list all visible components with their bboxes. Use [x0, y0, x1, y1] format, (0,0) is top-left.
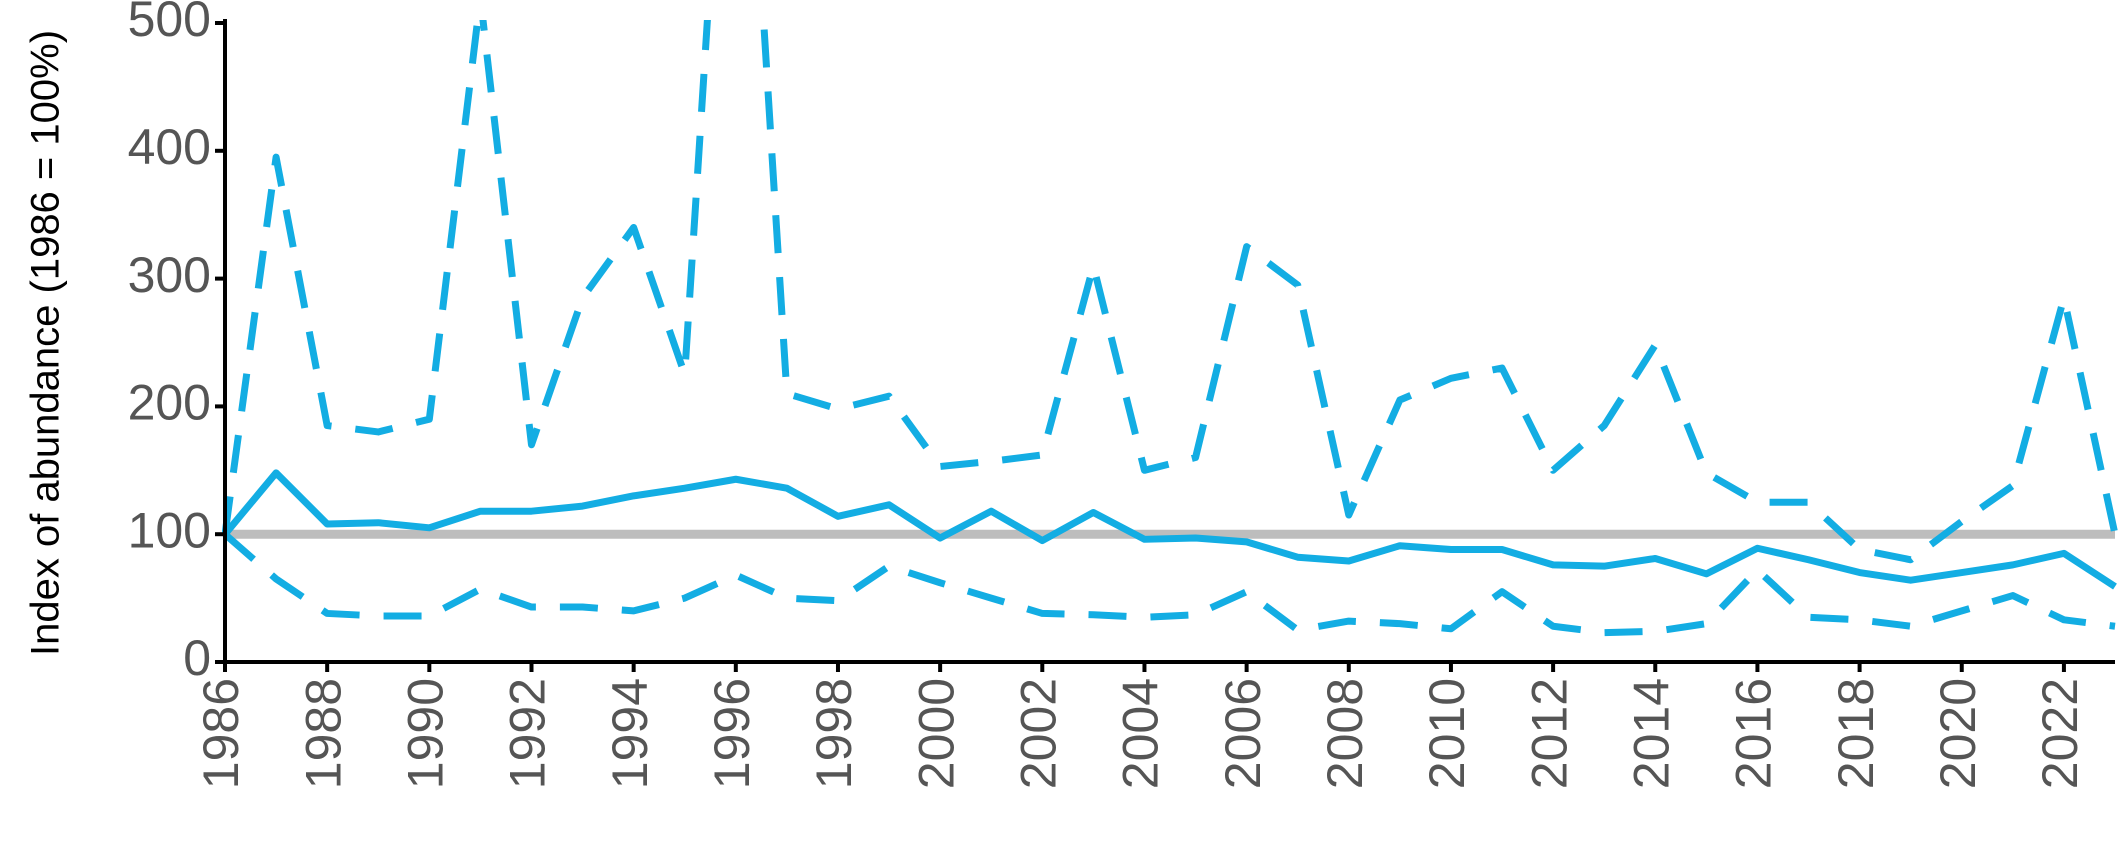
- x-tick-label: 2010: [1419, 678, 1475, 789]
- x-tick-label: 2002: [1011, 678, 1067, 789]
- y-tick-label: 0: [183, 630, 211, 686]
- x-tick-label: 2014: [1623, 678, 1679, 789]
- y-axis-label: Index of abundance (1986 = 100%): [24, 30, 68, 656]
- data-line: [222, 531, 2116, 637]
- x-tick-label: 2006: [1215, 678, 1271, 789]
- x-tick-label: 1998: [806, 678, 862, 789]
- data-line: [222, 20, 2119, 564]
- x-tick-label: 2018: [1828, 678, 1884, 789]
- y-tick-label: 300: [128, 247, 211, 303]
- x-tick-label: 2008: [1317, 678, 1373, 789]
- x-tick-label: 2000: [908, 678, 964, 789]
- x-tick-label: 1986: [193, 678, 249, 789]
- data-line: [222, 469, 2117, 590]
- x-tick-label: 2012: [1521, 678, 1577, 789]
- x-tick-label: 1992: [500, 678, 556, 789]
- x-tick-label: 2020: [1930, 678, 1986, 789]
- x-tick-label: 1996: [704, 678, 760, 789]
- x-tick-label: 2004: [1113, 678, 1169, 789]
- plot-area: [222, 20, 2119, 637]
- y-tick-label: 500: [128, 0, 211, 47]
- x-tick-label: 1990: [398, 678, 454, 789]
- x-tick-label: 2016: [1726, 678, 1782, 789]
- x-tick-label: 2022: [2032, 678, 2088, 789]
- y-tick-label: 100: [128, 502, 211, 558]
- x-tick-label: 1994: [602, 678, 658, 789]
- y-tick-label: 400: [128, 119, 211, 175]
- x-tick-label: 1988: [295, 678, 351, 789]
- y-tick-label: 200: [128, 375, 211, 431]
